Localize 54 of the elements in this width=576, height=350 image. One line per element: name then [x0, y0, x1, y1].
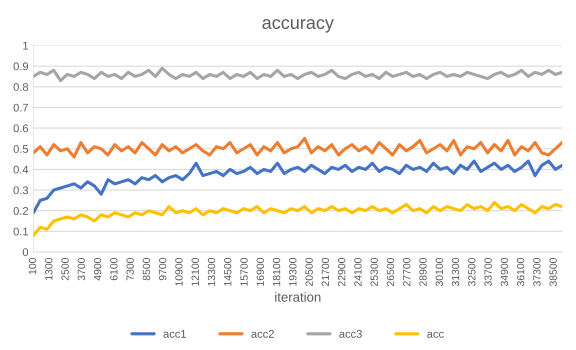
x-tick-label: 2500 [61, 258, 69, 280]
x-tick-label: 27700 [403, 258, 410, 286]
line-series [33, 66, 562, 82]
y-tick-label: 0.2 [14, 206, 28, 215]
y-tick-label: 0 [22, 248, 28, 256]
y-tick-label: 0.1 [14, 228, 28, 236]
chart-title: accuracy [262, 19, 334, 33]
y-tick-label: 0.3 [14, 186, 28, 194]
x-tick-label: 7300 [126, 258, 134, 280]
x-tick-label: 6100 [110, 258, 118, 280]
x-tick-label: 1300 [45, 258, 52, 280]
x-tick-label: 13300 [208, 258, 216, 286]
x-tick-label: 19300 [289, 258, 297, 286]
x-tick-label: 22900 [338, 258, 346, 286]
y-tick-label: 0.5 [14, 145, 28, 153]
x-tick-label: 34900 [500, 258, 508, 286]
line-series [33, 160, 562, 214]
legend-label: acc2 [251, 330, 274, 338]
x-tick-label: 8500 [142, 258, 150, 280]
x-tick-label: 14500 [224, 258, 232, 286]
x-tick-label: 38500 [549, 258, 557, 286]
x-tick-label: 9700 [158, 258, 166, 280]
legend-label: acc1 [164, 330, 186, 338]
x-tick-label: 18100 [272, 258, 280, 286]
x-tick-label: 36100 [516, 258, 524, 286]
x-tick-label: 37300 [533, 258, 541, 286]
legend-label: acc3 [339, 330, 362, 338]
y-tick-label: 1 [23, 42, 28, 50]
y-tick-label: 0.4 [14, 166, 28, 174]
x-tick-label: 33700 [484, 258, 492, 286]
x-tick-label: 31300 [452, 258, 460, 286]
x-tick-label: 32500 [468, 258, 476, 286]
y-tick-label: 0.8 [14, 83, 28, 91]
y-tick-label: 0.7 [14, 104, 28, 112]
x-tick-label: 20500 [305, 258, 313, 286]
x-tick-label: 16900 [256, 258, 264, 286]
line-series [33, 136, 562, 159]
legend-label: acc [427, 332, 444, 338]
x-tick-label: 3700 [78, 258, 86, 280]
x-tick-label: 4900 [94, 258, 102, 280]
x-tick-label: 28900 [419, 258, 427, 286]
x-tick-label: 100 [28, 258, 36, 274]
y-tick-label: 0.9 [14, 62, 28, 70]
x-tick-label: 10900 [175, 258, 183, 286]
x-tick-label: 25300 [370, 258, 378, 286]
x-axis-title: iteration [275, 292, 320, 302]
x-tick-label: 12100 [192, 258, 199, 286]
x-tick-label: 30100 [436, 258, 443, 286]
y-tick-label: 0.6 [14, 124, 28, 132]
x-tick-label: 15700 [240, 258, 248, 286]
line-series [33, 200, 562, 238]
x-tick-label: 26500 [386, 258, 394, 286]
x-tick-label: 21700 [322, 258, 330, 286]
x-tick-label: 24100 [354, 258, 362, 286]
